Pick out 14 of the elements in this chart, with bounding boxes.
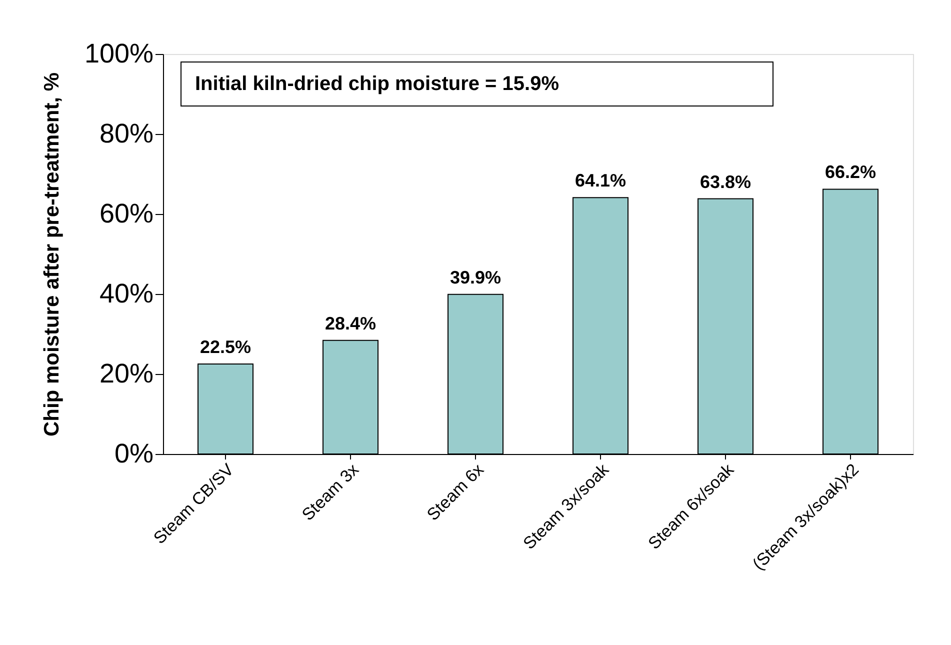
y-tick-label: 0%: [114, 438, 154, 468]
annotation: Initial kiln-dried chip moisture = 15.9%: [195, 73, 560, 95]
data-label: 22.5%: [200, 337, 252, 357]
data-label: 64.1%: [574, 170, 626, 191]
data-label: 63.8%: [700, 172, 752, 192]
y-tick-label: 40%: [99, 278, 154, 308]
y-tick-label: 100%: [84, 38, 154, 68]
y-tick-label: 60%: [99, 198, 154, 228]
data-label: 28.4%: [324, 313, 376, 334]
y-tick-label: 80%: [99, 118, 154, 148]
data-label: 39.9%: [450, 267, 502, 288]
y-axis-title: Chip moisture after pre-treatment, %: [40, 72, 64, 437]
y-tick-label: 20%: [99, 358, 154, 388]
data-label: 66.2%: [824, 162, 876, 182]
